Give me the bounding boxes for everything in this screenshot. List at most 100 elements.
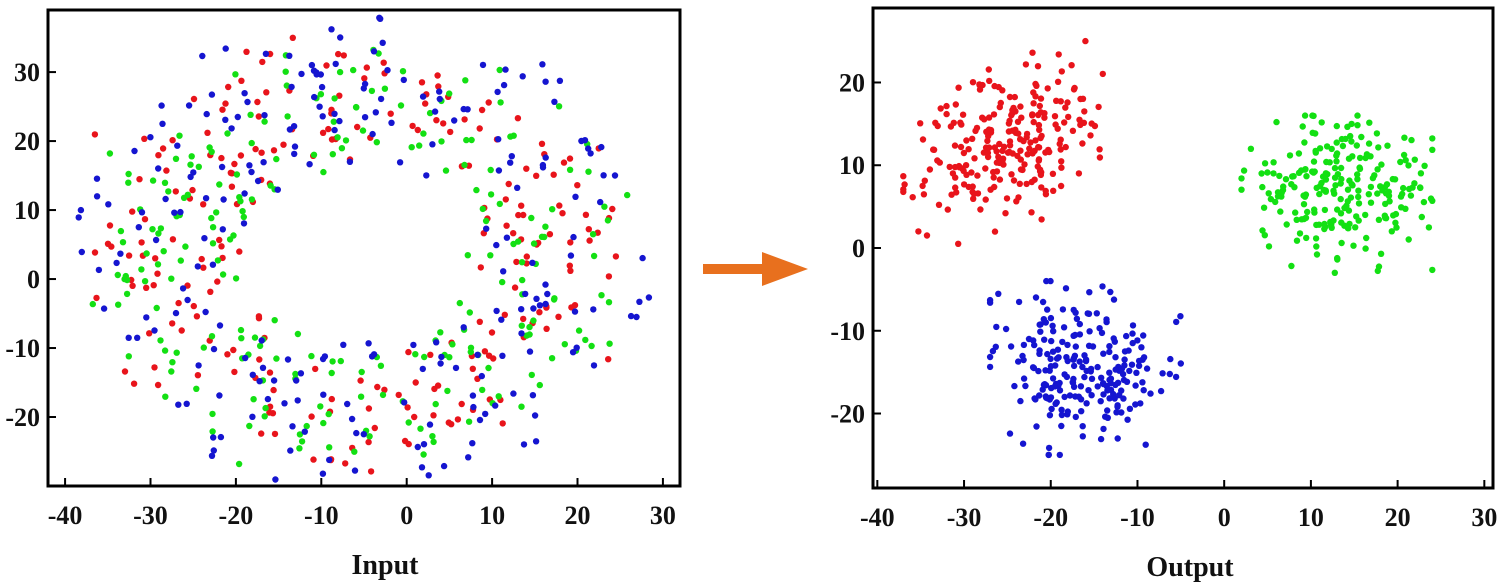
input-point bbox=[377, 95, 385, 103]
output-point bbox=[1096, 154, 1104, 161]
output-point bbox=[950, 119, 957, 127]
input-point bbox=[182, 243, 189, 250]
output-point bbox=[1358, 133, 1365, 141]
output-point bbox=[1311, 206, 1318, 213]
input-point bbox=[370, 48, 378, 55]
output-point bbox=[920, 191, 928, 198]
output-point bbox=[962, 162, 970, 169]
input-point bbox=[291, 143, 299, 150]
input-point bbox=[425, 472, 432, 479]
output-point bbox=[1107, 380, 1115, 387]
input-point bbox=[321, 353, 329, 360]
input-point bbox=[224, 130, 231, 137]
input-point bbox=[405, 348, 412, 356]
output-point bbox=[1135, 357, 1143, 365]
output-point bbox=[1334, 206, 1341, 213]
input-point bbox=[487, 252, 494, 259]
input-point bbox=[235, 460, 243, 468]
input-point bbox=[567, 239, 574, 246]
input-point bbox=[409, 122, 416, 130]
input-point bbox=[159, 145, 167, 152]
input-point bbox=[501, 311, 508, 318]
output-point bbox=[1076, 358, 1083, 365]
input-point bbox=[218, 163, 226, 171]
output-point bbox=[1080, 119, 1088, 127]
input-point bbox=[255, 113, 262, 120]
input-y-axis-ticks: 30 20 10 0 -10 -20 bbox=[5, 58, 56, 432]
input-point bbox=[251, 334, 259, 341]
output-point bbox=[1347, 132, 1354, 140]
input-point bbox=[190, 95, 198, 103]
input-point bbox=[465, 454, 472, 461]
output-point bbox=[1397, 193, 1405, 200]
output-point bbox=[1113, 409, 1120, 416]
input-point bbox=[151, 327, 158, 334]
input-point bbox=[497, 99, 504, 106]
output-point bbox=[1097, 435, 1105, 443]
output-point bbox=[1392, 219, 1399, 226]
input-point bbox=[237, 326, 245, 334]
output-point bbox=[1265, 243, 1273, 250]
input-point bbox=[289, 423, 296, 430]
output-point bbox=[1028, 209, 1035, 216]
input-point bbox=[125, 252, 133, 259]
input-point bbox=[241, 190, 248, 197]
input-point bbox=[219, 226, 226, 233]
input-point bbox=[605, 356, 612, 363]
input-point bbox=[571, 308, 579, 315]
output-point bbox=[1070, 332, 1077, 339]
input-point bbox=[508, 153, 515, 160]
output-point bbox=[970, 190, 978, 198]
output-point bbox=[1273, 118, 1280, 126]
output-point bbox=[1354, 176, 1361, 183]
input-point bbox=[438, 353, 445, 361]
input-point bbox=[218, 154, 225, 162]
output-point bbox=[1073, 315, 1081, 322]
input-point bbox=[250, 396, 257, 403]
output-point bbox=[1064, 408, 1072, 415]
output-point bbox=[1055, 51, 1062, 58]
input-point bbox=[157, 225, 165, 232]
input-point bbox=[420, 130, 427, 137]
output-point bbox=[959, 111, 967, 118]
output-x-tick-label: 10 bbox=[1298, 503, 1324, 532]
input-point bbox=[530, 317, 537, 324]
input-point bbox=[271, 317, 278, 324]
input-point bbox=[319, 129, 327, 136]
input-point bbox=[434, 72, 441, 79]
output-point bbox=[1138, 344, 1145, 351]
input-point bbox=[569, 349, 577, 356]
output-point bbox=[909, 194, 916, 201]
input-point bbox=[528, 214, 535, 222]
input-point bbox=[222, 116, 229, 124]
input-point bbox=[233, 171, 241, 178]
output-point bbox=[1079, 140, 1086, 147]
output-point bbox=[1093, 310, 1101, 317]
output-point bbox=[1091, 122, 1099, 130]
output-point bbox=[1402, 205, 1409, 212]
input-point bbox=[187, 173, 194, 181]
output-point bbox=[1044, 306, 1051, 313]
output-point bbox=[900, 173, 907, 180]
input-point bbox=[298, 438, 306, 445]
input-point bbox=[169, 137, 176, 144]
input-x-tick-label: -40 bbox=[48, 501, 83, 530]
input-point bbox=[367, 468, 375, 475]
input-point bbox=[589, 231, 597, 238]
output-point bbox=[1177, 360, 1185, 367]
output-point bbox=[1032, 294, 1040, 301]
input-point bbox=[605, 273, 613, 280]
output-point bbox=[1006, 148, 1013, 156]
input-point bbox=[254, 177, 262, 185]
input-point bbox=[93, 193, 101, 200]
output-point bbox=[1041, 114, 1048, 121]
output-point bbox=[968, 169, 975, 176]
output-point bbox=[1041, 336, 1048, 343]
output-point bbox=[1400, 184, 1407, 192]
input-point bbox=[454, 416, 462, 423]
input-point bbox=[193, 313, 201, 320]
output-point bbox=[1002, 210, 1009, 217]
output-point bbox=[1280, 183, 1287, 190]
input-point bbox=[538, 140, 546, 147]
output-point bbox=[1304, 208, 1311, 216]
